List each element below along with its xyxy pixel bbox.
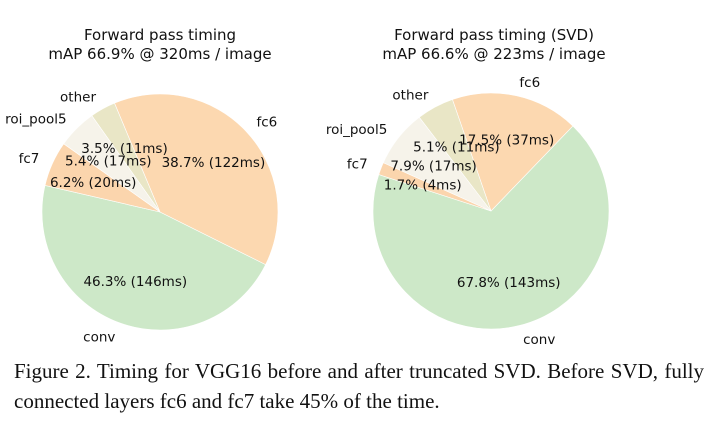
- pie-slice-conv: [41, 185, 267, 331]
- pie-chart-before-svd: Forward pass timing mAP 66.9% @ 320ms / …: [5, 26, 279, 345]
- figure-caption: Figure 2. Timing for VGG16 before and af…: [14, 359, 704, 413]
- pie-value-label: 7.9% (17ms): [390, 159, 476, 175]
- pie-category-label: conv: [83, 329, 115, 345]
- pie-slices: [372, 92, 610, 330]
- pie-value-label: 3.5% (11ms): [81, 141, 167, 157]
- pie-labels: 67.8% (143ms) conv 17.5% (37ms) fc6 5.1% (11…: [326, 75, 561, 348]
- pie-slice-fc6: [452, 92, 574, 212]
- pie-category-label: fc6: [519, 75, 540, 91]
- pie-slice-fc7: [378, 162, 492, 212]
- pie-category-label: fc7: [347, 157, 368, 173]
- pie-value-label: 5.1% (11ms): [413, 140, 499, 156]
- pie-category-label: conv: [523, 332, 555, 348]
- pie-slice-fc6: [114, 93, 279, 266]
- pie-slice-conv: [372, 125, 610, 330]
- pie-category-label: other: [392, 88, 428, 104]
- pie-category-label: fc7: [19, 151, 40, 167]
- pie-value-label: 5.4% (17ms): [65, 153, 151, 169]
- pie-slice-fc7: [44, 143, 161, 213]
- chart-subtitle: mAP 66.9% @ 320ms / image: [48, 45, 271, 63]
- pie-slices: [41, 93, 279, 331]
- pie-labels: 46.3% (146ms) conv 38.7% (122ms) fc6 3.5% (1…: [5, 89, 277, 345]
- pie-value-label: 38.7% (122ms): [162, 155, 266, 171]
- chart-subtitle: mAP 66.6% @ 223ms / image: [382, 45, 605, 63]
- pie-value-label: 67.8% (143ms): [457, 275, 561, 291]
- pie-category-label: roi_pool5: [326, 122, 387, 138]
- pie-value-label: 6.2% (20ms): [50, 175, 136, 191]
- pie-value-label: 17.5% (37ms): [459, 133, 554, 149]
- chart-title: Forward pass timing (SVD): [394, 26, 594, 44]
- pie-category-label: roi_pool5: [5, 112, 66, 128]
- pie-category-label: other: [60, 89, 96, 105]
- pie-value-label: 1.7% (4ms): [384, 178, 462, 194]
- pie-value-label: 46.3% (146ms): [83, 274, 187, 290]
- chart-title: Forward pass timing: [84, 26, 236, 44]
- pie-category-label: fc6: [257, 115, 278, 131]
- pie-chart-after-svd: Forward pass timing (SVD) mAP 66.6% @ 22…: [326, 26, 610, 348]
